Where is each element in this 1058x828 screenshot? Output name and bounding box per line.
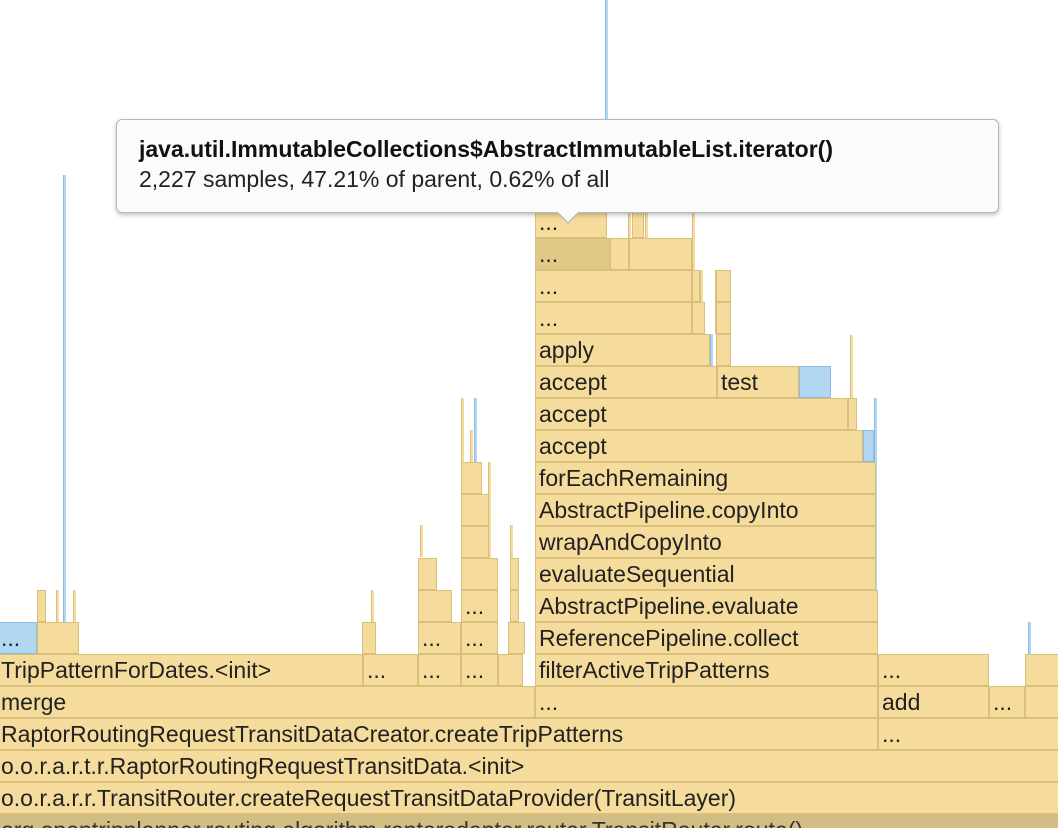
tooltip-title: java.util.ImmutableCollections$AbstractI… — [139, 136, 833, 162]
frame-filler[interactable] — [418, 590, 452, 622]
frame-filler[interactable] — [461, 462, 482, 494]
frame-filler[interactable] — [629, 238, 692, 270]
frame-filler[interactable] — [848, 398, 857, 430]
sliver-frame[interactable] — [710, 334, 713, 366]
frame-evaluate-sibling[interactable]: ... — [461, 590, 498, 622]
frame-test-blue[interactable] — [799, 366, 831, 398]
sliver-frame[interactable] — [1028, 622, 1031, 656]
frame-add-sibling[interactable]: ... — [989, 686, 1025, 718]
frame-abstract-pipeline-evaluate[interactable]: AbstractPipeline.evaluate — [535, 590, 878, 622]
frame-filler[interactable] — [692, 270, 700, 302]
tooltip-arrow — [556, 211, 580, 224]
frame-filler[interactable] — [362, 622, 376, 654]
frame-for-each-remaining[interactable]: forEachRemaining — [535, 462, 876, 494]
sliver-frame[interactable] — [63, 175, 66, 657]
frame-create-trip-patterns-child[interactable]: ... — [878, 718, 1058, 750]
frame-transit-data-init[interactable]: o.o.r.a.r.t.r.RaptorRoutingRequestTransi… — [0, 750, 1058, 782]
frame-accept[interactable]: accept — [535, 366, 717, 398]
frame-merge-child[interactable]: ... — [535, 686, 878, 718]
frame-filler[interactable] — [510, 590, 519, 622]
frame-filler[interactable] — [716, 334, 731, 366]
frame-collect-sibling[interactable]: ... — [461, 622, 498, 654]
frame-filler[interactable] — [37, 590, 46, 622]
frame-accept[interactable]: accept — [535, 430, 863, 462]
tooltip: java.util.ImmutableCollections$AbstractI… — [116, 119, 999, 224]
frame-accept[interactable]: accept — [535, 398, 848, 430]
frame-ellipsis-highlighted[interactable]: ... — [535, 238, 610, 270]
frame-accept-blue[interactable] — [863, 430, 874, 462]
sliver-frame[interactable] — [605, 0, 608, 125]
frame-merge[interactable]: merge — [0, 686, 535, 718]
frame-collect-sibling[interactable]: ... — [418, 622, 461, 654]
frame-filler[interactable] — [461, 494, 489, 526]
frame-trip-pattern-for-dates-init[interactable]: TripPatternForDates.<init> — [0, 654, 363, 686]
frame-filter-active-trip-patterns[interactable]: filterActiveTripPatterns — [535, 654, 878, 686]
frame-filler[interactable] — [610, 238, 629, 270]
frame-create-request-transit-data-provider[interactable]: o.o.r.a.r.r.TransitRouter.createRequestT… — [0, 782, 1058, 814]
frame-trip-pattern-sibling[interactable]: ... — [363, 654, 418, 686]
frame-filler[interactable] — [461, 558, 498, 590]
frame-left-blue[interactable]: ... — [0, 622, 37, 654]
frame-filler[interactable] — [1025, 686, 1058, 718]
sliver-frame[interactable] — [850, 335, 853, 430]
frame-filler[interactable] — [716, 302, 731, 334]
sliver-frame[interactable] — [420, 525, 423, 557]
frame-filler[interactable] — [498, 654, 523, 686]
sliver-frame[interactable] — [628, 210, 631, 238]
frame-filler[interactable] — [510, 558, 519, 590]
frame-ellipsis[interactable]: ... — [535, 302, 692, 334]
frame-filler[interactable] — [461, 526, 489, 558]
frame-filler[interactable] — [508, 622, 525, 654]
frame-filler[interactable] — [418, 558, 437, 590]
frame-apply[interactable]: apply — [535, 334, 710, 366]
frame-filler[interactable] — [716, 270, 731, 302]
sliver-frame[interactable] — [692, 210, 695, 270]
frame-trip-pattern-sibling[interactable]: ... — [418, 654, 461, 686]
frame-create-trip-patterns[interactable]: RaptorRoutingRequestTransitDataCreator.c… — [0, 718, 878, 750]
frame-reference-pipeline-collect[interactable]: ReferencePipeline.collect — [535, 622, 878, 654]
frame-add[interactable]: add — [878, 686, 989, 718]
frame-wrap-and-copy-into[interactable]: wrapAndCopyInto — [535, 526, 876, 558]
frame-filler[interactable] — [37, 622, 79, 654]
frame-trip-pattern-sibling[interactable]: ... — [461, 654, 498, 686]
sliver-frame[interactable] — [645, 210, 648, 238]
frame-ellipsis[interactable]: ... — [535, 270, 692, 302]
frame-transit-router-route[interactable]: org.opentripplanner.routing.algorithm.ra… — [0, 814, 1058, 828]
frame-filter-sibling[interactable]: ... — [878, 654, 989, 686]
frame-evaluate-sequential[interactable]: evaluateSequential — [535, 558, 876, 590]
frame-test[interactable]: test — [717, 366, 799, 398]
frame-filler[interactable] — [692, 302, 705, 334]
frame-filler[interactable] — [1025, 654, 1058, 686]
tooltip-stats: 2,227 samples, 47.21% of parent, 0.62% o… — [139, 166, 610, 192]
frame-abstract-pipeline-copy-into[interactable]: AbstractPipeline.copyInto — [535, 494, 876, 526]
